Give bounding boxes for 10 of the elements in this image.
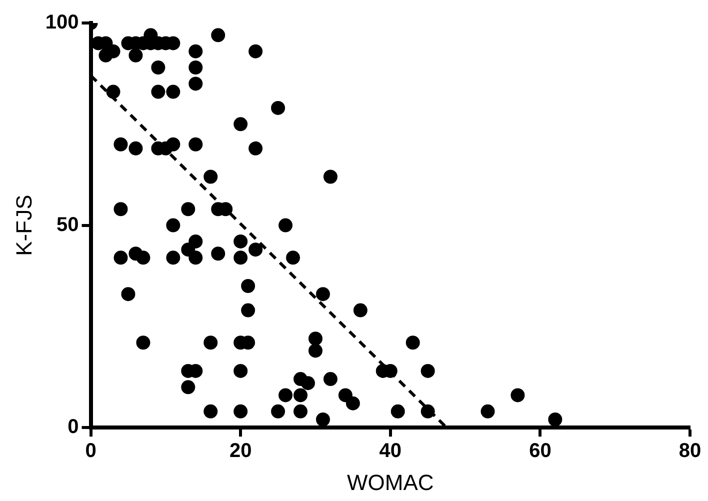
x-tick-label: 60 xyxy=(529,440,552,462)
x-tick-label: 80 xyxy=(678,440,702,462)
y-tick-label: 50 xyxy=(56,214,79,236)
y-axis-title: K-FJS xyxy=(11,194,36,256)
x-tick-label: 20 xyxy=(229,440,252,462)
x-tick-label: 0 xyxy=(85,440,96,462)
y-tick-label: 0 xyxy=(68,416,79,438)
x-axis-title: WOMAC xyxy=(347,470,434,495)
x-tick-label: 40 xyxy=(379,440,402,462)
y-tick-label: 100 xyxy=(45,12,79,34)
